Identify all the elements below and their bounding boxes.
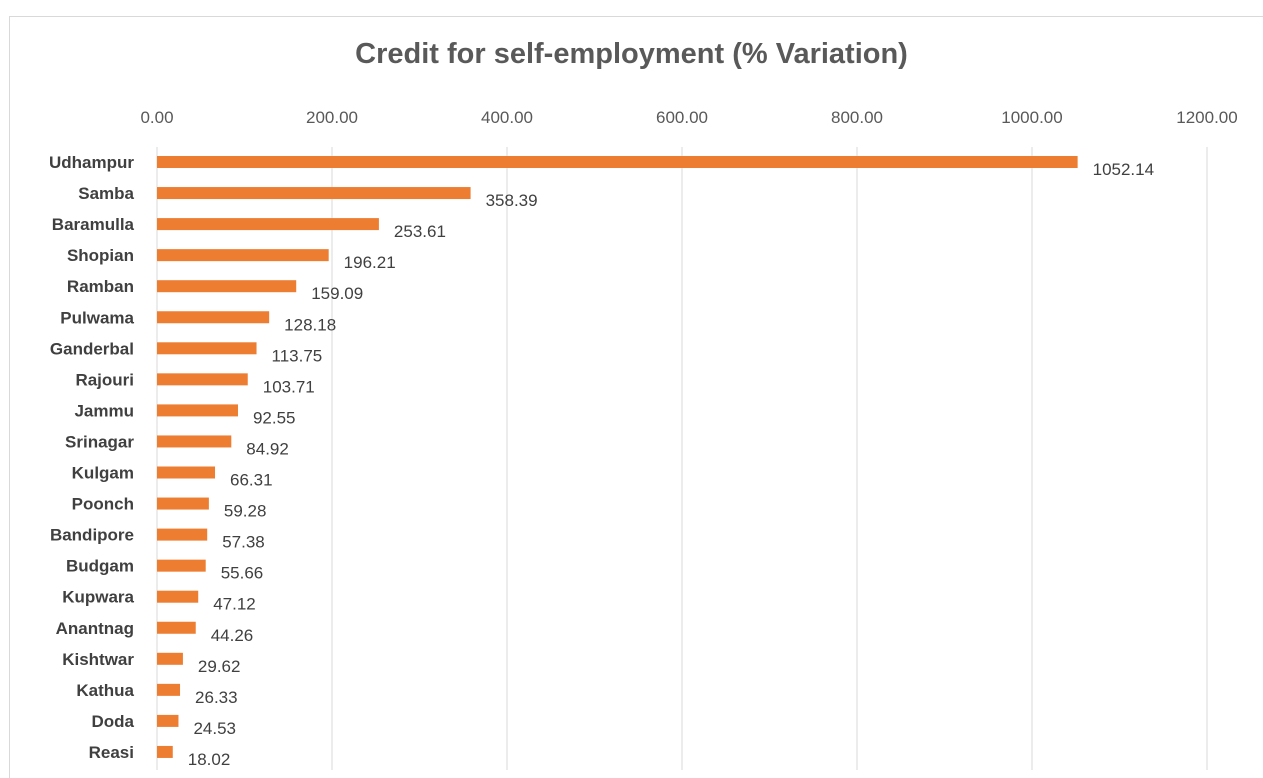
- data-label: 44.26: [211, 626, 254, 645]
- chart-frame: [9, 16, 1263, 778]
- x-tick-label: 400.00: [481, 108, 533, 127]
- category-label: Reasi: [89, 743, 134, 762]
- bar: [157, 404, 238, 417]
- x-tick-label: 1200.00: [1176, 108, 1237, 127]
- data-label: 66.31: [230, 471, 273, 490]
- category-label: Budgam: [66, 557, 134, 576]
- data-label: 18.02: [188, 750, 231, 769]
- data-label: 196.21: [344, 253, 396, 272]
- data-label: 84.92: [246, 439, 289, 458]
- x-tick-label: 1000.00: [1001, 108, 1062, 127]
- data-label: 358.39: [486, 191, 538, 210]
- chart-title: Credit for self-employment (% Variation): [355, 38, 908, 70]
- bar: [157, 466, 216, 479]
- bar: [157, 435, 232, 448]
- bar: [157, 187, 471, 200]
- bar: [157, 497, 209, 510]
- x-tick-label: 800.00: [831, 108, 883, 127]
- bar: [157, 249, 329, 262]
- category-label: Kathua: [76, 681, 134, 700]
- bar: [157, 218, 379, 231]
- bar: [157, 528, 208, 541]
- data-label: 29.62: [198, 657, 241, 676]
- bar: [157, 714, 179, 727]
- x-tick-label: 200.00: [306, 108, 358, 127]
- data-label: 47.12: [213, 595, 256, 614]
- category-label: Udhampur: [49, 153, 134, 172]
- category-label: Bandipore: [50, 526, 134, 545]
- category-label: Jammu: [74, 401, 134, 420]
- bar: [157, 590, 199, 603]
- x-tick-label: 0.00: [140, 108, 173, 127]
- data-label: 253.61: [394, 222, 446, 241]
- bar: [157, 311, 270, 324]
- category-label: Ganderbal: [50, 339, 134, 358]
- category-label: Kishtwar: [62, 650, 134, 669]
- x-tick-label: 600.00: [656, 108, 708, 127]
- bar: [157, 342, 257, 355]
- data-label: 59.28: [224, 502, 267, 521]
- category-label: Pulwama: [60, 308, 134, 327]
- data-label: 159.09: [311, 284, 363, 303]
- category-label: Poonch: [72, 495, 134, 514]
- data-label: 92.55: [253, 408, 296, 427]
- data-label: 55.66: [221, 564, 264, 583]
- bar: [157, 745, 173, 758]
- category-label: Samba: [78, 184, 134, 203]
- data-label: 1052.14: [1093, 160, 1154, 179]
- bar: [157, 621, 196, 634]
- category-label: Rajouri: [75, 370, 134, 389]
- bar: [157, 373, 248, 386]
- bar: [157, 652, 183, 665]
- bar: [157, 683, 181, 696]
- category-label: Doda: [92, 712, 135, 731]
- bar: [157, 280, 297, 293]
- category-label: Kulgam: [72, 464, 134, 483]
- data-label: 103.71: [263, 377, 315, 396]
- data-label: 26.33: [195, 688, 238, 707]
- category-label: Ramban: [67, 277, 134, 296]
- data-label: 128.18: [284, 315, 336, 334]
- data-label: 57.38: [222, 533, 265, 552]
- category-label: Anantnag: [56, 619, 134, 638]
- category-label: Baramulla: [52, 215, 135, 234]
- data-label: 113.75: [272, 346, 323, 365]
- category-label: Kupwara: [62, 588, 134, 607]
- bar: [157, 559, 206, 572]
- category-label: Shopian: [67, 246, 134, 265]
- data-label: 24.53: [193, 719, 236, 738]
- bar: [157, 156, 1078, 168]
- category-label: Srinagar: [65, 432, 134, 451]
